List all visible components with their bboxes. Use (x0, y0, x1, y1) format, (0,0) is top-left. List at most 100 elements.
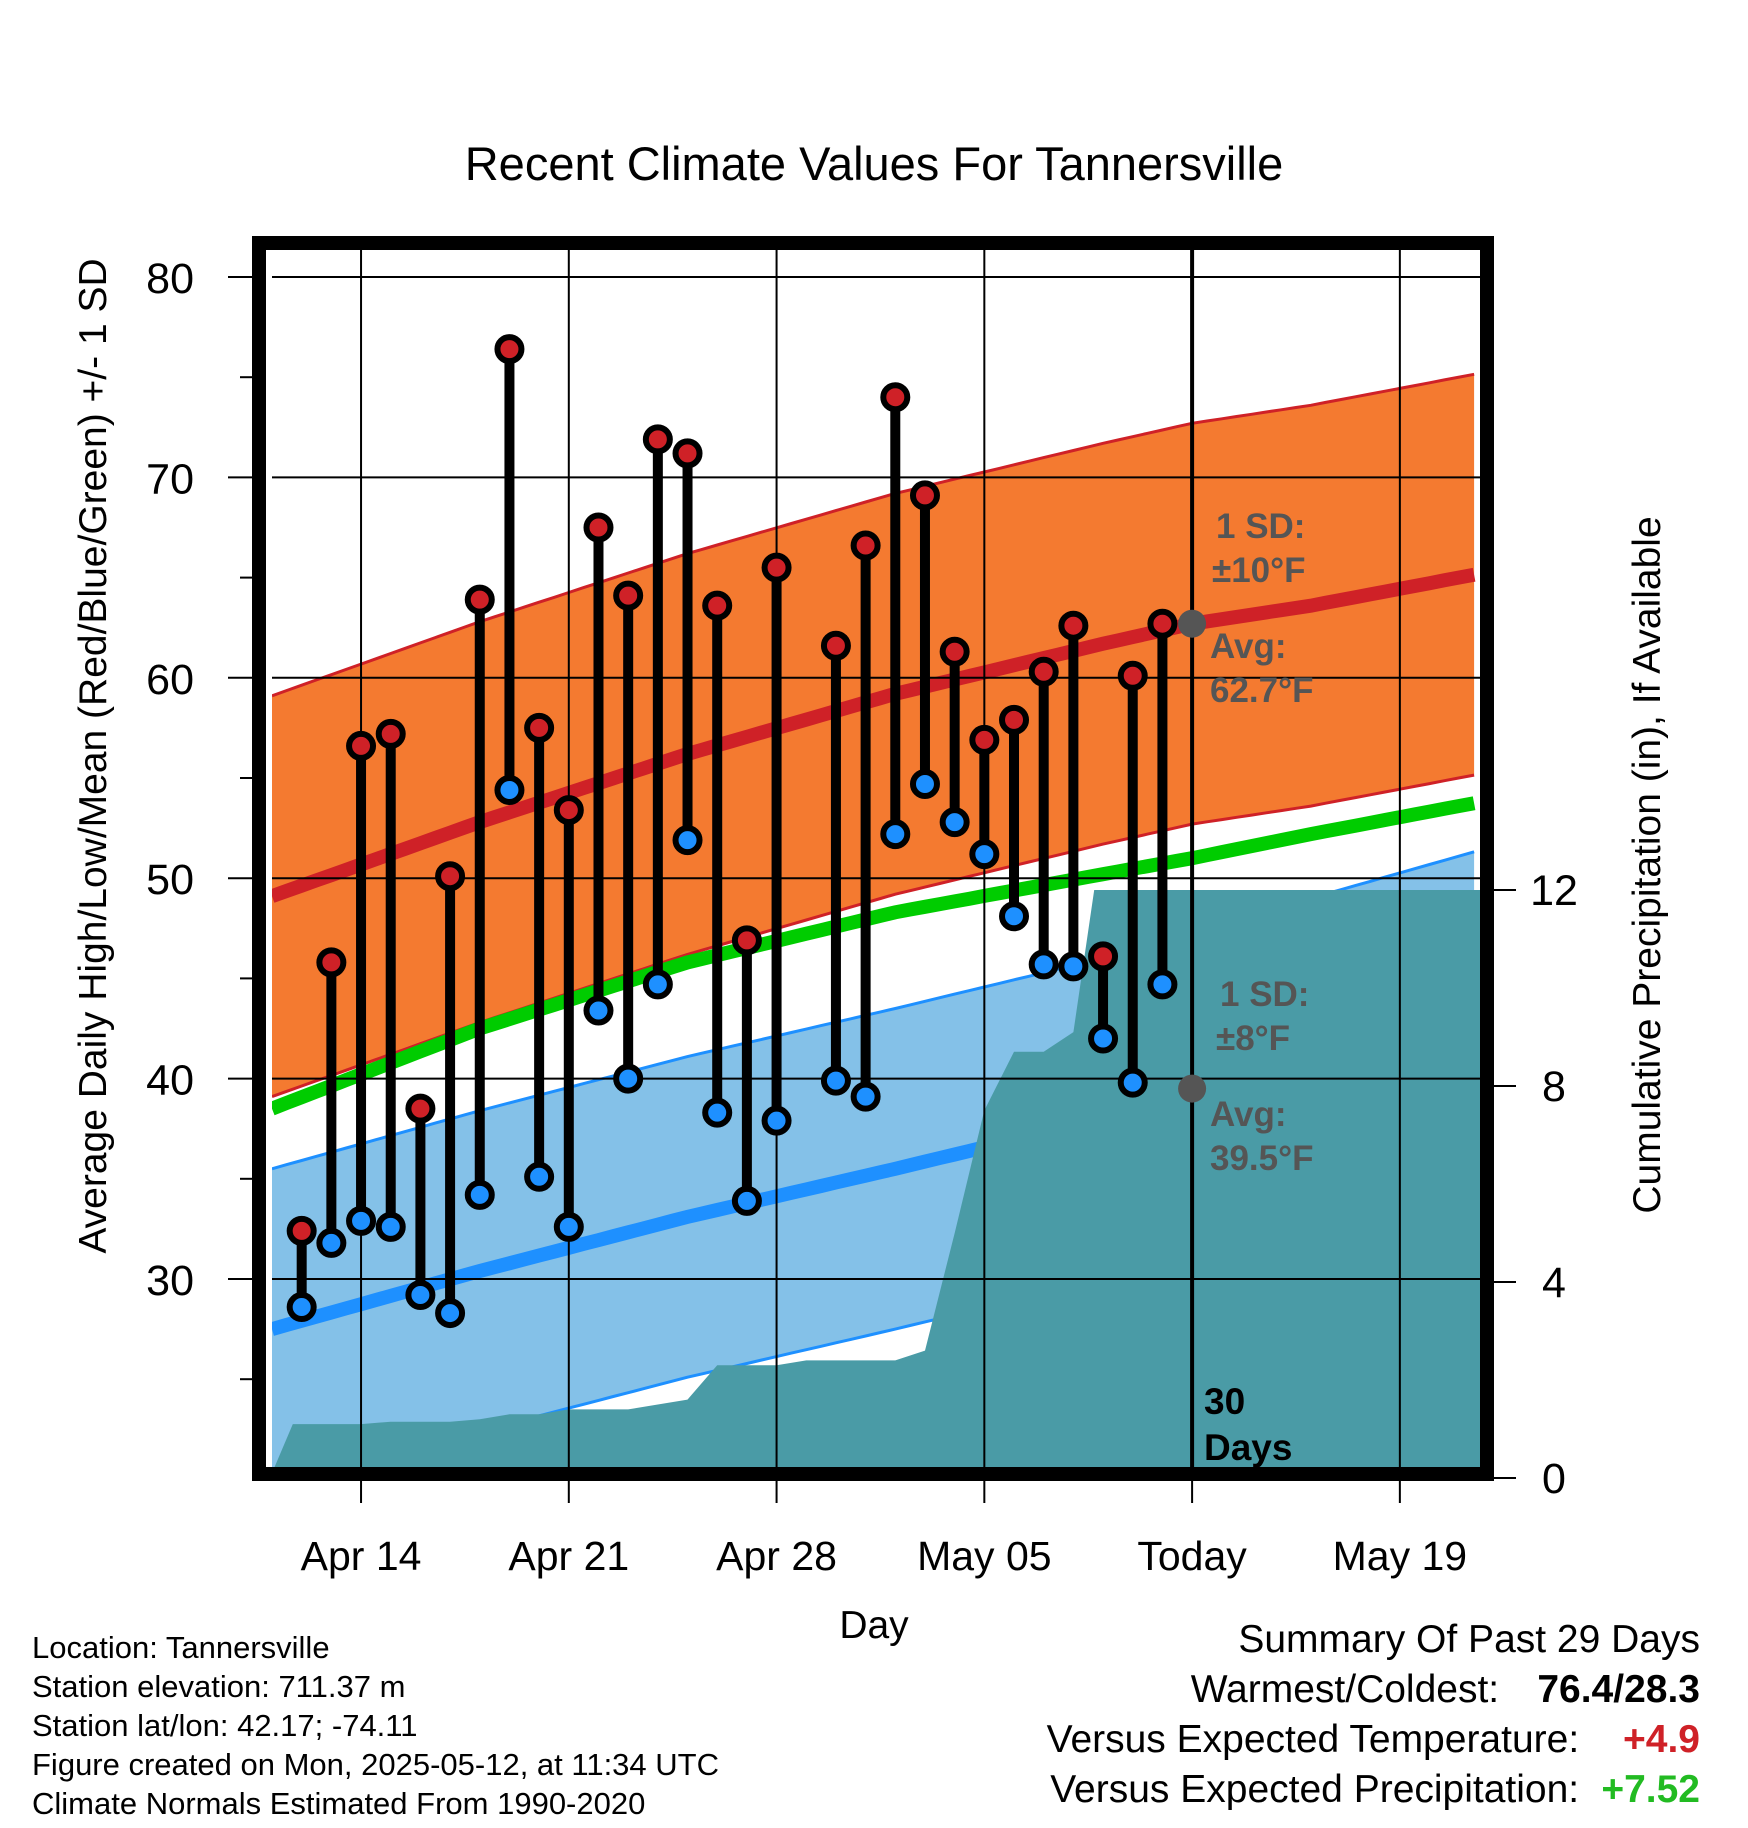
warmest-coldest-label: Warmest/Coldest: (1190, 1668, 1500, 1711)
temp-departure-label: Versus Expected Temperature: (1046, 1718, 1580, 1761)
temp-departure-value: +4.9 (1623, 1718, 1700, 1761)
high-temp-point (464, 584, 495, 615)
low-temp-point (642, 969, 673, 1000)
high-temp-point (820, 630, 851, 661)
low-temp-point (464, 1179, 495, 1210)
high-sd-value: ±10°F (1212, 551, 1306, 590)
low-temp-point (1088, 1023, 1119, 1054)
x-axis-label: Day (839, 1604, 909, 1647)
plot-frame (252, 236, 1494, 1481)
precip-area (274, 890, 1480, 1467)
x-tick-label: May 05 (917, 1533, 1051, 1579)
normal-high-line (272, 567, 1476, 903)
normal-mean-line (272, 796, 1476, 1116)
low-avg-value: 39.5°F (1210, 1139, 1314, 1178)
low-temp-point (850, 1081, 881, 1112)
low-temp-point (583, 995, 614, 1026)
high-temp-point (405, 1093, 436, 1124)
low-temp-point (553, 1211, 584, 1242)
high-temp-point (583, 512, 614, 543)
today-window-unit: Days (1204, 1427, 1292, 1468)
warmest-coldest-value: 76.4/28.3 (1537, 1668, 1700, 1711)
low-sd-title: 1 SD: (1220, 975, 1309, 1014)
summary-warmest-coldest: Warmest/Coldest: 76.4/28.3 (1191, 1668, 1700, 1712)
y-tick-label: 70 (146, 455, 194, 503)
low-temp-point (286, 1292, 317, 1323)
x-tick-label: Apr 28 (716, 1533, 837, 1579)
high-temp-point (553, 795, 584, 826)
y-axis-label: Average Daily High/Low/Mean (Red/Blue/Gr… (72, 258, 115, 1253)
low-temp-point (702, 1097, 733, 1128)
high-sd-upper-line (272, 372, 1475, 698)
high-temp-point (999, 704, 1030, 735)
low-temp-point (820, 1065, 851, 1096)
high-temp-point (1058, 610, 1089, 641)
low-temp-point (880, 819, 911, 850)
high-temp-point (672, 438, 703, 469)
low-temp-point (1028, 949, 1059, 980)
summary-precip-departure: Versus Expected Precipitation: +7.52 (1050, 1768, 1700, 1812)
x-tick-label: May 19 (1333, 1533, 1467, 1579)
y2-tick-label: 4 (1542, 1259, 1566, 1307)
high-temp-point (850, 530, 881, 561)
low-temp-point (731, 1185, 762, 1216)
y2-tick-label: 12 (1530, 867, 1578, 915)
high-temp-point (613, 580, 644, 611)
high-temp-point (316, 947, 347, 978)
high-temp-point (524, 712, 555, 743)
low-temp-point (316, 1227, 347, 1258)
climate-normals-note: Climate Normals Estimated From 1990-2020 (32, 1786, 646, 1821)
x-tick-label: Today (1137, 1533, 1247, 1579)
low-sd-value: ±8°F (1216, 1019, 1290, 1058)
high-temp-point (880, 382, 911, 413)
high-temp-point (939, 636, 970, 667)
y2-tick-label: 8 (1542, 1063, 1566, 1111)
low-sd-annotation: 1 SD: ±8°F Avg: 39.5°F (1210, 975, 1314, 1178)
x-tick-label: Apr 14 (301, 1533, 422, 1579)
today-window-days: 30 (1204, 1381, 1245, 1422)
high-temp-point (642, 424, 673, 455)
high-temp-point (731, 925, 762, 956)
summary-temp-departure: Versus Expected Temperature: +4.9 (1047, 1718, 1700, 1762)
low-temp-point (1147, 969, 1178, 1000)
low-temp-point (1117, 1067, 1148, 1098)
low-temp-point (939, 807, 970, 838)
low-temp-point (435, 1298, 466, 1329)
y-tick-label: 80 (146, 255, 194, 303)
high-temp-point (494, 334, 525, 365)
high-avg-value: 62.7°F (1210, 671, 1314, 710)
y-tick-label: 40 (146, 1057, 194, 1105)
low-temp-point (375, 1211, 406, 1242)
summary-title: Summary Of Past 29 Days (1238, 1618, 1700, 1661)
low-avg-title: Avg: (1210, 1095, 1286, 1134)
high-avg-title: Avg: (1210, 627, 1286, 666)
y-tick-label: 60 (146, 656, 194, 704)
chart-title: Recent Climate Values For Tannersville (465, 137, 1284, 190)
high-temp-point (969, 724, 1000, 755)
low-avg-marker (1178, 1074, 1207, 1103)
low-temp-point (672, 825, 703, 856)
low-temp-point (1058, 951, 1089, 982)
x-tick-label: Apr 21 (508, 1533, 629, 1579)
high-temp-point (1028, 656, 1059, 687)
plot-clip-group (272, 250, 1480, 1467)
low-temp-point (909, 769, 940, 800)
high-sd-title: 1 SD: (1216, 507, 1305, 546)
high-temp-point (761, 552, 792, 583)
low-temp-point (969, 839, 1000, 870)
low-temp-point (346, 1205, 377, 1236)
today-window-label: 30 Days (1204, 1381, 1292, 1468)
station-elevation: Station elevation: 711.37 m (32, 1669, 406, 1704)
high-temp-point (346, 730, 377, 761)
plot-area: 30 40 50 60 70 80 0 4 8 12 Apr 14 Apr 21 Apr 28 May 0… (146, 236, 1578, 1579)
low-temp-point (494, 775, 525, 806)
high-temp-point (286, 1215, 317, 1246)
y2-tick-label: 0 (1542, 1455, 1566, 1503)
precip-departure-label: Versus Expected Precipitation: (1050, 1768, 1580, 1811)
high-temp-point (1088, 941, 1119, 972)
low-temp-point (613, 1063, 644, 1094)
precip-departure-value: +7.52 (1601, 1768, 1700, 1811)
low-temp-point (999, 901, 1030, 932)
high-sd-annotation: 1 SD: ±10°F Avg: 62.7°F (1210, 507, 1314, 710)
